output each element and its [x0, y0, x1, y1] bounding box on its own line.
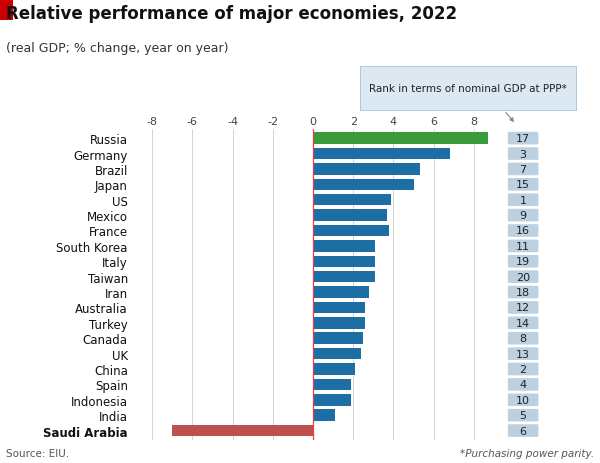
- FancyBboxPatch shape: [508, 301, 538, 314]
- Text: 7: 7: [520, 164, 527, 175]
- Bar: [313, 194, 391, 206]
- Text: 12: 12: [516, 303, 530, 313]
- Bar: [313, 241, 376, 252]
- FancyBboxPatch shape: [508, 378, 538, 391]
- FancyBboxPatch shape: [508, 271, 538, 283]
- Bar: [313, 302, 365, 313]
- Bar: [313, 149, 450, 160]
- Text: *Purchasing power parity.: *Purchasing power parity.: [460, 448, 594, 458]
- Text: 19: 19: [516, 257, 530, 267]
- FancyBboxPatch shape: [508, 317, 538, 330]
- Bar: [313, 133, 488, 144]
- Text: 5: 5: [520, 410, 527, 420]
- Text: 8: 8: [520, 333, 527, 344]
- Text: 14: 14: [516, 318, 530, 328]
- FancyBboxPatch shape: [508, 209, 538, 222]
- Text: 18: 18: [516, 288, 530, 297]
- FancyBboxPatch shape: [508, 394, 538, 406]
- Text: 20: 20: [516, 272, 530, 282]
- FancyBboxPatch shape: [508, 348, 538, 360]
- Text: 6: 6: [520, 425, 527, 436]
- Bar: [313, 256, 376, 268]
- Bar: [313, 379, 351, 390]
- Text: 4: 4: [520, 380, 527, 389]
- Bar: [313, 271, 376, 283]
- FancyBboxPatch shape: [508, 194, 538, 206]
- Bar: [172, 425, 313, 437]
- Text: 2: 2: [520, 364, 527, 374]
- Bar: [313, 333, 363, 344]
- Text: 1: 1: [520, 195, 527, 205]
- Text: Rank in terms of nominal GDP at PPP*: Rank in terms of nominal GDP at PPP*: [369, 84, 567, 94]
- Text: 10: 10: [516, 395, 530, 405]
- Bar: [313, 287, 369, 298]
- Bar: [313, 348, 361, 360]
- FancyBboxPatch shape: [508, 148, 538, 161]
- Bar: [313, 363, 355, 375]
- Text: 16: 16: [516, 226, 530, 236]
- Text: 3: 3: [520, 149, 527, 159]
- Text: Source: EIU.: Source: EIU.: [6, 448, 69, 458]
- Text: 15: 15: [516, 180, 530, 190]
- FancyBboxPatch shape: [508, 163, 538, 176]
- FancyBboxPatch shape: [508, 363, 538, 375]
- Text: (real GDP; % change, year on year): (real GDP; % change, year on year): [6, 42, 229, 55]
- Text: 13: 13: [516, 349, 530, 359]
- FancyBboxPatch shape: [508, 179, 538, 191]
- Bar: [313, 409, 335, 421]
- Bar: [313, 179, 413, 191]
- Bar: [313, 225, 389, 237]
- Bar: [313, 394, 351, 406]
- Bar: [313, 210, 388, 221]
- FancyBboxPatch shape: [508, 240, 538, 253]
- Text: 17: 17: [516, 134, 530, 144]
- FancyBboxPatch shape: [508, 424, 538, 437]
- Text: Relative performance of major economies, 2022: Relative performance of major economies,…: [6, 5, 457, 23]
- Bar: [313, 164, 419, 175]
- FancyBboxPatch shape: [508, 225, 538, 238]
- FancyBboxPatch shape: [508, 409, 538, 422]
- Text: 9: 9: [520, 211, 527, 221]
- FancyBboxPatch shape: [508, 256, 538, 268]
- FancyBboxPatch shape: [508, 132, 538, 145]
- FancyBboxPatch shape: [508, 332, 538, 345]
- Bar: [313, 317, 365, 329]
- Text: 11: 11: [516, 241, 530, 251]
- FancyBboxPatch shape: [508, 286, 538, 299]
